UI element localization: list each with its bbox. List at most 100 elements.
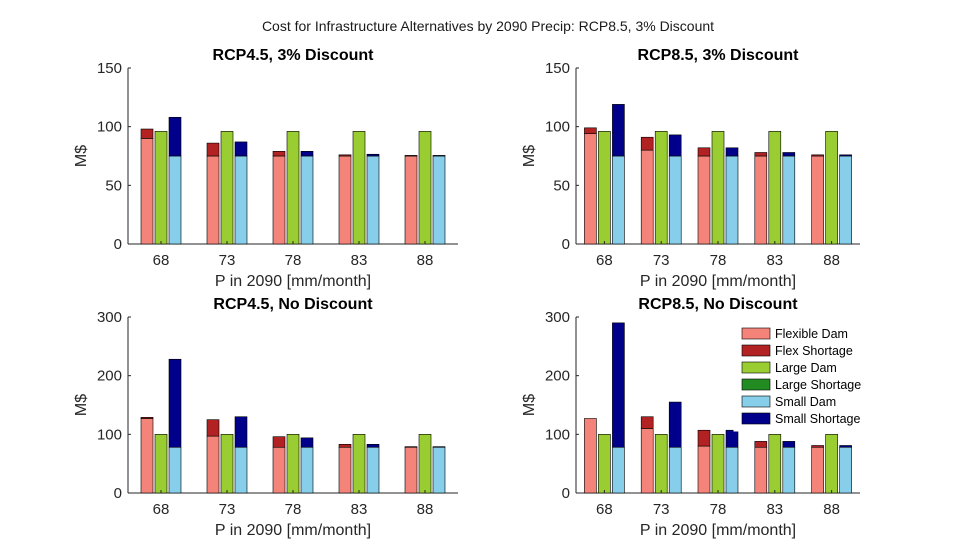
bar-flexible-dam-88	[811, 155, 824, 245]
bar-small-dam-78	[725, 446, 739, 494]
y-tick-label: 0	[114, 485, 122, 502]
bar-flexible-dam-73	[640, 149, 654, 245]
bar-small-dam-88	[839, 446, 852, 494]
bar-flex-shortage-83	[754, 441, 768, 448]
bar-small-dam-83	[366, 446, 380, 494]
bar-small-dam-78	[725, 155, 739, 245]
x-tick-label: 83	[766, 501, 783, 518]
legend-swatch-large-dam	[741, 361, 771, 374]
bar-small-dam-73	[668, 155, 682, 245]
bar-flexible-dam-68	[140, 138, 154, 245]
bar-small-dam-68	[612, 446, 625, 494]
bar-small-shortage-88	[839, 445, 852, 448]
y-axis-label: M$	[521, 394, 538, 416]
bar-small-shortage-88	[839, 154, 852, 157]
y-tick-label: 200	[97, 368, 122, 385]
x-tick-label: 83	[351, 252, 368, 269]
x-tick-label: 78	[285, 501, 302, 518]
bar-flexible-dam-78	[272, 155, 286, 245]
bar-flex-shortage-88	[811, 154, 824, 157]
bar-small-shortage-73	[668, 134, 682, 157]
bar-large-dam-73	[220, 434, 234, 494]
bar-flexible-dam-83	[338, 155, 352, 245]
bar-large-dam-73	[654, 434, 668, 494]
bar-small-shortage-73	[234, 141, 248, 157]
bar-small-shortage-78	[300, 437, 314, 448]
bar-small-shortage-68	[168, 358, 182, 448]
y-tick-label: 100	[97, 119, 122, 136]
bar-small-dam-88	[432, 446, 446, 494]
bar-large-dam-88	[825, 434, 838, 494]
y-tick-label: 0	[562, 236, 570, 253]
bar-small-shortage-68	[168, 116, 182, 157]
x-tick-label: 78	[710, 501, 727, 518]
y-tick-label: 150	[545, 60, 570, 77]
bar-large-dam-68	[154, 131, 168, 245]
x-tick-label: 68	[596, 252, 613, 269]
bar-large-dam-68	[598, 434, 611, 494]
bar-flex-shortage-78	[697, 429, 711, 447]
x-tick-label: 73	[219, 252, 236, 269]
bar-flex-shortage-73	[206, 419, 220, 437]
bar-small-shortage-83	[366, 444, 380, 448]
x-tick-label: 83	[351, 501, 368, 518]
bar-small-dam-68	[168, 446, 182, 494]
x-tick-label: 68	[153, 252, 170, 269]
figure-title: Cost for Infrastructure Alternatives by …	[262, 18, 714, 34]
y-tick-label: 300	[545, 309, 570, 326]
bar-large-dam-88	[418, 434, 432, 494]
bar-flex-shortage-68	[140, 128, 154, 139]
bar-small-shortage-78	[725, 147, 739, 157]
bar-small-shortage-78	[300, 151, 314, 157]
bar-small-shortage-68	[612, 322, 625, 448]
bar-large-dam-78	[711, 131, 725, 245]
x-tick-label: 73	[219, 501, 236, 518]
bar-flexible-dam-83	[754, 446, 768, 494]
y-axis-label: M$	[521, 145, 538, 167]
bar-small-shortage-88	[432, 446, 446, 448]
bar-large-dam-78	[286, 434, 300, 494]
subplot-title: RCP4.5, No Discount	[213, 296, 373, 313]
x-axis-label: P in 2090 [mm/month]	[640, 522, 796, 539]
subplot-title: RCP4.5, 3% Discount	[213, 47, 375, 64]
y-tick-label: 200	[545, 368, 570, 385]
legend-swatch-flexible-dam	[741, 327, 771, 340]
legend-label-small-dam: Small Dam	[775, 395, 836, 409]
bar-small-dam-88	[839, 155, 852, 245]
bar-large-dam-78	[286, 131, 300, 245]
legend-label-small-shortage: Small Shortage	[775, 412, 861, 426]
bar-flexible-dam-73	[640, 428, 654, 494]
bar-small-dam-83	[782, 446, 796, 494]
bar-small-shortage-73	[668, 401, 682, 448]
bar-flexible-dam-68	[584, 133, 597, 245]
x-tick-label: 68	[153, 501, 170, 518]
bar-flexible-dam-68	[140, 418, 154, 494]
bar-small-dam-68	[168, 155, 182, 245]
bar-large-dam-73	[654, 131, 668, 245]
y-tick-label: 50	[105, 177, 122, 194]
bar-small-shortage-73	[234, 416, 248, 448]
subplot-2: 0 50 100 150 68 73 78 83 88 RCP8.5, 3% Discount P …	[521, 47, 860, 290]
bar-large-dam-68	[154, 434, 168, 494]
bar-small-dam-78	[300, 446, 314, 494]
x-tick-label: 88	[823, 252, 840, 269]
x-tick-label: 73	[653, 501, 670, 518]
x-axis-label: P in 2090 [mm/month]	[215, 522, 371, 539]
subplot-1: 0 50 100 150 68 73 78 83 88 RCP4.5, 3% Discount P …	[73, 47, 458, 290]
legend-box	[733, 321, 875, 432]
legend-label-flexible-dam: Flexible Dam	[775, 327, 848, 341]
legend-swatch-small-shortage	[741, 412, 771, 425]
bar-small-dam-68	[612, 155, 625, 245]
bar-small-dam-83	[366, 155, 380, 245]
bar-small-dam-73	[234, 446, 248, 494]
bar-flexible-dam-78	[697, 445, 711, 494]
y-tick-label: 100	[545, 119, 570, 136]
bar-large-dam-88	[418, 131, 432, 245]
x-tick-label: 68	[596, 501, 613, 518]
bar-flex-shortage-83	[754, 152, 768, 157]
bar-flexible-dam-88	[404, 446, 418, 494]
bar-flexible-dam-78	[697, 155, 711, 245]
bar-flex-shortage-73	[640, 416, 654, 429]
bar-flex-shortage-83	[338, 154, 352, 157]
